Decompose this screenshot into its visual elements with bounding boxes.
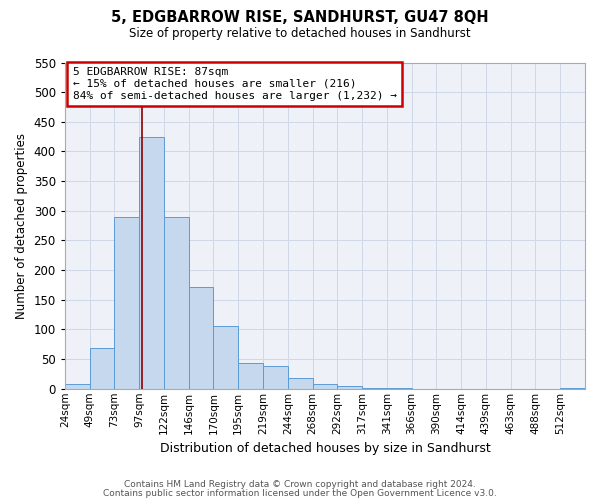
Bar xyxy=(188,286,214,389)
Bar xyxy=(362,388,387,389)
Text: 5, EDGBARROW RISE, SANDHURST, GU47 8QH: 5, EDGBARROW RISE, SANDHURST, GU47 8QH xyxy=(111,10,489,25)
Bar xyxy=(139,136,164,389)
Bar xyxy=(115,216,139,389)
Bar xyxy=(387,388,412,389)
Bar xyxy=(313,384,337,389)
Bar xyxy=(164,216,188,389)
Bar xyxy=(560,388,585,389)
Bar xyxy=(337,386,362,389)
Bar xyxy=(288,378,313,389)
Text: Contains public sector information licensed under the Open Government Licence v3: Contains public sector information licen… xyxy=(103,489,497,498)
Text: Contains HM Land Registry data © Crown copyright and database right 2024.: Contains HM Land Registry data © Crown c… xyxy=(124,480,476,489)
Bar xyxy=(214,326,238,389)
Bar xyxy=(238,364,263,389)
Y-axis label: Number of detached properties: Number of detached properties xyxy=(15,132,28,318)
Text: Size of property relative to detached houses in Sandhurst: Size of property relative to detached ho… xyxy=(129,28,471,40)
Bar xyxy=(89,348,115,389)
Bar xyxy=(65,384,89,389)
X-axis label: Distribution of detached houses by size in Sandhurst: Distribution of detached houses by size … xyxy=(160,442,490,455)
Text: 5 EDGBARROW RISE: 87sqm
← 15% of detached houses are smaller (216)
84% of semi-d: 5 EDGBARROW RISE: 87sqm ← 15% of detache… xyxy=(73,68,397,100)
Bar xyxy=(263,366,288,389)
